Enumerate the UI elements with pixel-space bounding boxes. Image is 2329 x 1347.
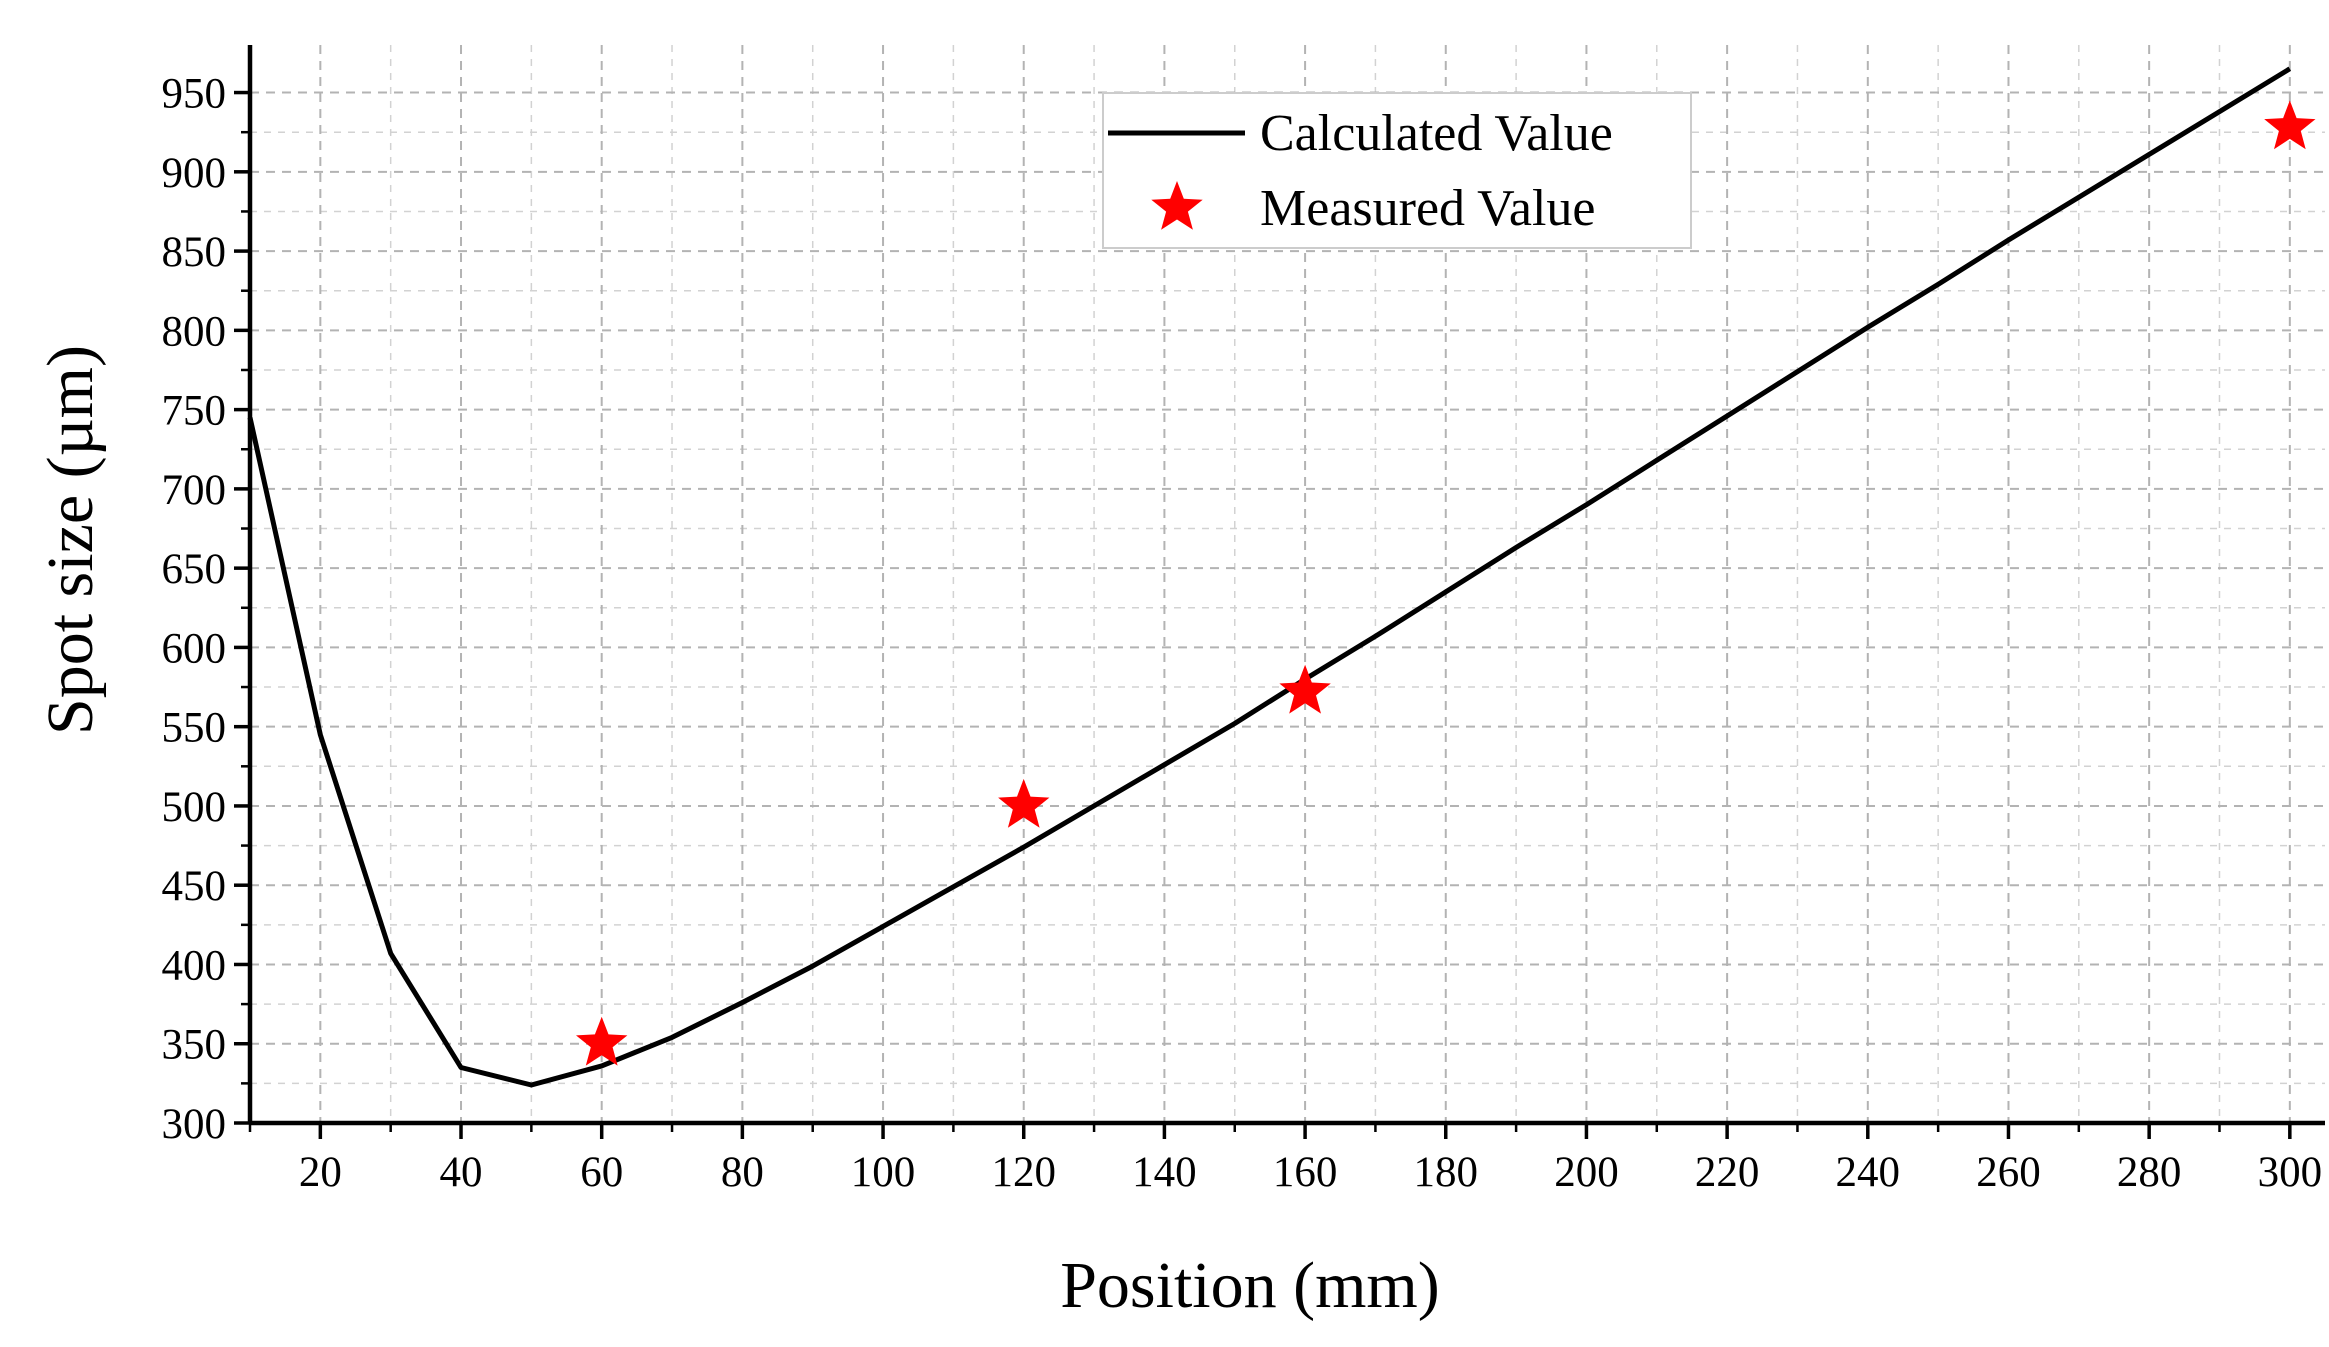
y-axis-title: Spot size (µm)	[34, 345, 107, 735]
x-tick-label: 140	[1132, 1149, 1197, 1196]
legend-star-icon	[1151, 181, 1203, 230]
x-tick-label: 260	[1976, 1149, 2041, 1196]
x-tick-label: 160	[1273, 1149, 1338, 1196]
legend-label-calculated: Calculated Value	[1260, 105, 1613, 162]
y-tick-label: 600	[162, 625, 227, 672]
measured-value-point	[2264, 100, 2316, 150]
y-tick-label: 550	[162, 705, 227, 752]
y-tick-label: 700	[162, 467, 227, 514]
x-tick-label: 100	[851, 1149, 916, 1196]
legend-label-measured: Measured Value	[1260, 180, 1596, 237]
y-tick-label: 900	[162, 150, 227, 197]
y-tick-label: 400	[162, 942, 227, 989]
y-tick-label: 350	[162, 1022, 227, 1069]
y-tick-label: 500	[162, 784, 227, 831]
x-tick-label: 120	[991, 1149, 1056, 1196]
legend: Calculated Value Measured Value	[1102, 92, 1692, 249]
ticks: 20 40 60 80 100 120 140 160 180 200 220 240 260 280 30…	[162, 71, 2323, 1196]
x-tick-label: 20	[299, 1149, 342, 1196]
measured-value-point	[576, 1016, 628, 1066]
axes	[247, 45, 2325, 1126]
x-tick-label: 180	[1414, 1149, 1479, 1196]
x-tick-label: 220	[1695, 1149, 1760, 1196]
x-tick-label: 300	[2258, 1149, 2323, 1196]
y-tick-label: 800	[162, 308, 227, 355]
series	[247, 66, 2316, 1088]
x-tick-label: 80	[721, 1149, 764, 1196]
x-axis-title: Position (mm)	[1060, 1249, 1440, 1322]
x-tick-label: 60	[580, 1149, 623, 1196]
x-tick-label: 40	[440, 1149, 483, 1196]
y-tick-label: 650	[162, 546, 227, 593]
y-tick-label: 950	[162, 71, 227, 118]
measured-value-point	[998, 778, 1050, 828]
y-tick-label: 750	[162, 388, 227, 435]
x-tick-label: 240	[1836, 1149, 1901, 1196]
x-tick-label: 280	[2117, 1149, 2182, 1196]
legend-box	[1102, 92, 1692, 249]
y-tick-label: 850	[162, 229, 227, 276]
y-tick-label: 300	[162, 1101, 227, 1148]
y-tick-label: 450	[162, 863, 227, 910]
x-tick-label: 200	[1554, 1149, 1619, 1196]
calculated-value-line	[247, 66, 2292, 1088]
measured-value-point	[1279, 664, 1331, 714]
